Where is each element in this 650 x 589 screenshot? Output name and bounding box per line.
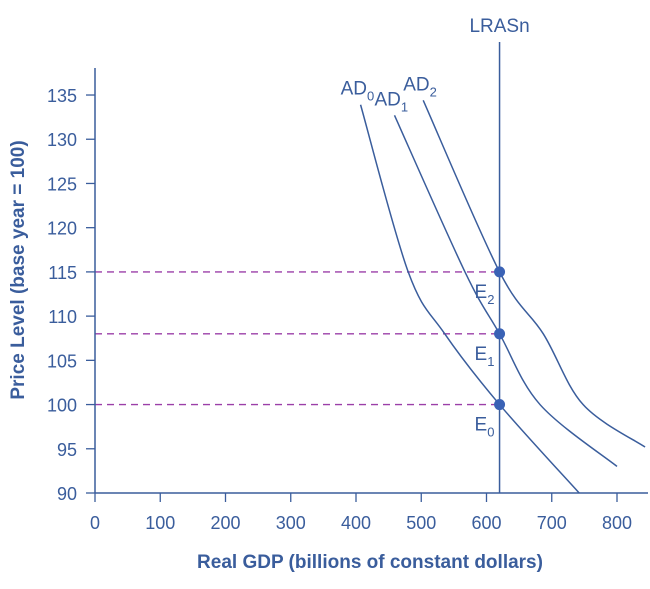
y-tick-label: 120 — [47, 219, 77, 239]
x-tick-label: 0 — [90, 513, 100, 533]
ad-label-0: AD0 — [341, 79, 375, 104]
lras-label: LRASn — [469, 16, 529, 37]
y-tick-label: 90 — [57, 484, 77, 504]
y-tick-label: 125 — [47, 174, 77, 194]
equilibrium-point-0 — [494, 399, 506, 411]
x-tick-label: 500 — [406, 513, 436, 533]
x-axis-label: Real GDP (billions of constant dollars) — [197, 552, 543, 573]
x-tick-label: 700 — [537, 513, 567, 533]
equilibrium-point-2 — [494, 266, 506, 278]
y-tick-label: 100 — [47, 396, 77, 416]
x-tick-label: 200 — [210, 513, 240, 533]
x-tick-label: 300 — [276, 513, 306, 533]
y-axis-label: Price Level (base year = 100) — [8, 140, 29, 399]
equilibrium-label-0: E0 — [475, 415, 495, 440]
y-tick-label: 135 — [47, 86, 77, 106]
y-tick-label: 105 — [47, 351, 77, 371]
equilibrium-label-1: E1 — [475, 344, 495, 369]
equilibrium-label-2: E2 — [475, 282, 495, 307]
x-tick-label: 100 — [145, 513, 175, 533]
y-tick-label: 130 — [47, 130, 77, 150]
ad-label-2: AD2 — [403, 74, 437, 99]
y-tick-label: 95 — [57, 440, 77, 460]
y-tick-label: 115 — [48, 263, 77, 283]
equilibrium-point-1 — [494, 328, 506, 340]
y-tick-label: 110 — [48, 307, 77, 327]
ad-curve-0 — [359, 104, 580, 494]
x-tick-label: 400 — [341, 513, 371, 533]
x-tick-label: 600 — [471, 513, 501, 533]
ad-curve-2 — [422, 100, 646, 448]
ad-curve-1 — [393, 115, 618, 468]
x-tick-label: 800 — [602, 513, 632, 533]
